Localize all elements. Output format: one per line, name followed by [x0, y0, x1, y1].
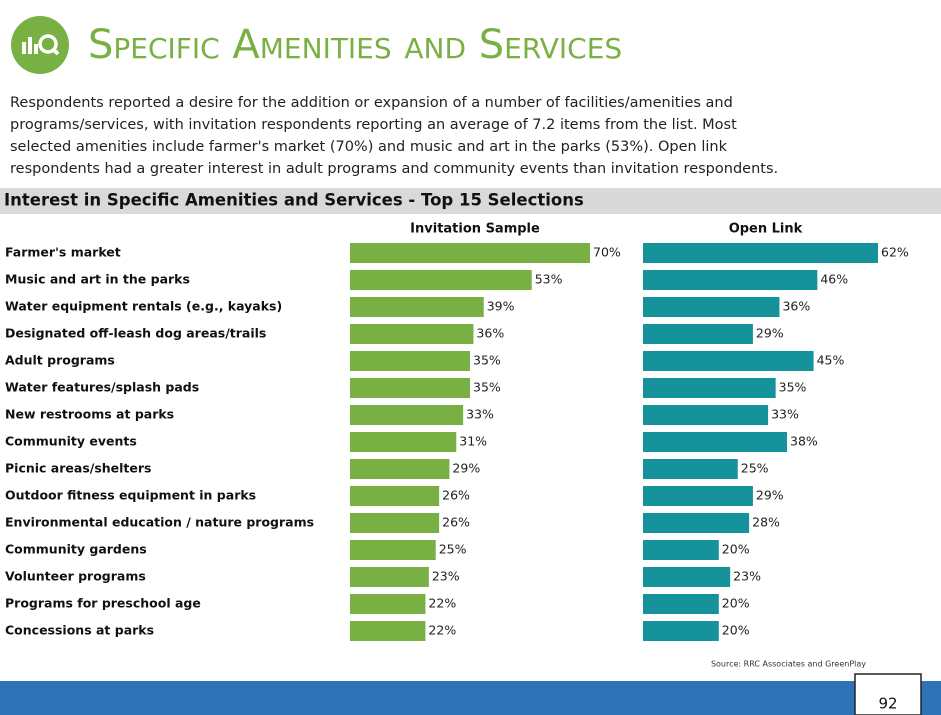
value-label: 53%	[535, 272, 563, 287]
value-label: 25%	[439, 542, 467, 557]
value-label: 25%	[741, 461, 769, 476]
value-label: 45%	[817, 353, 845, 368]
bar	[643, 567, 731, 587]
bar	[350, 270, 532, 290]
bar	[350, 459, 450, 479]
category-label: Music and art in the parks	[5, 272, 190, 287]
bar	[350, 513, 440, 533]
value-label: 29%	[452, 461, 480, 476]
value-label: 29%	[756, 326, 784, 341]
category-label: Outdoor fitness equipment in parks	[5, 488, 256, 503]
bar	[643, 243, 878, 263]
category-label: Picnic areas/shelters	[5, 461, 151, 476]
chart-title-band	[0, 188, 941, 214]
value-label: 20%	[722, 542, 750, 557]
page-number: 92	[878, 695, 897, 713]
value-label: 35%	[473, 380, 501, 395]
value-label: 70%	[593, 245, 621, 260]
bar	[350, 405, 464, 425]
value-label: 26%	[442, 515, 470, 530]
source: Source: RRC Associates and GreenPlay	[711, 660, 866, 669]
paragraph-line: respondents had a greater interest in ad…	[10, 161, 778, 177]
value-label: 20%	[722, 623, 750, 638]
bar	[350, 324, 474, 344]
bar	[350, 594, 426, 614]
paragraph-line: programs/services, with invitation respo…	[10, 117, 737, 133]
logo-icon	[22, 34, 60, 56]
footer-band	[0, 681, 941, 715]
category-label: Programs for preschool age	[5, 596, 201, 611]
bar	[643, 432, 788, 452]
value-label: 23%	[733, 569, 761, 584]
value-label: 28%	[752, 515, 780, 530]
paragraph-line: Respondents reported a desire for the ad…	[10, 95, 733, 111]
value-label: 29%	[756, 488, 784, 503]
bar	[350, 243, 590, 263]
paragraph-line: selected amenities include farmer's mark…	[10, 139, 728, 155]
value-label: 22%	[428, 623, 456, 638]
bar	[643, 621, 719, 641]
value-label: 39%	[487, 299, 515, 314]
value-label: 33%	[466, 407, 494, 422]
paragraph: Respondents reported a desire for the ad…	[10, 95, 778, 177]
value-label: 38%	[790, 434, 818, 449]
category-label: Community gardens	[5, 542, 147, 557]
bar	[350, 351, 470, 371]
bar	[350, 432, 457, 452]
bar	[643, 270, 818, 290]
value-label: 36%	[476, 326, 504, 341]
bar	[643, 459, 738, 479]
category-label: Volunteer programs	[5, 569, 146, 584]
page-title: Specific Amenities and Services	[88, 22, 622, 68]
bar	[643, 594, 719, 614]
category-label: Designated off-leash dog areas/trails	[5, 326, 266, 341]
bar	[643, 324, 753, 344]
category-label: Water features/splash pads	[5, 380, 199, 395]
value-label: 22%	[428, 596, 456, 611]
bar	[350, 540, 436, 560]
chart-title: Interest in Specific Amenities and Servi…	[4, 191, 584, 210]
bar	[643, 486, 753, 506]
value-label: 26%	[442, 488, 470, 503]
value-label: 20%	[722, 596, 750, 611]
category-label: Community events	[5, 434, 137, 449]
value-label: 33%	[771, 407, 799, 422]
series-header: Open Link	[729, 222, 803, 237]
bar	[643, 540, 719, 560]
page-box	[854, 673, 922, 715]
bar	[643, 378, 776, 398]
value-label: 23%	[432, 569, 460, 584]
bar	[643, 351, 814, 371]
bar	[643, 405, 769, 425]
bar	[643, 513, 750, 533]
value-label: 62%	[881, 245, 909, 260]
value-label: 31%	[459, 434, 487, 449]
category-label: New restrooms at parks	[5, 407, 174, 422]
series-header: Invitation Sample	[410, 222, 540, 237]
category-label: Environmental education / nature program…	[5, 515, 314, 530]
bar	[350, 567, 429, 587]
bar	[350, 621, 426, 641]
bar	[643, 297, 780, 317]
value-label: 35%	[473, 353, 501, 368]
category-label: Concessions at parks	[5, 623, 154, 638]
category-label: Farmer's market	[5, 245, 121, 260]
bar	[350, 297, 484, 317]
value-label: 46%	[820, 272, 848, 287]
bar	[350, 486, 440, 506]
category-label: Water equipment rentals (e.g., kayaks)	[5, 299, 282, 314]
category-label: Adult programs	[5, 353, 115, 368]
bar	[350, 378, 470, 398]
value-label: 36%	[782, 299, 810, 314]
value-label: 35%	[779, 380, 807, 395]
